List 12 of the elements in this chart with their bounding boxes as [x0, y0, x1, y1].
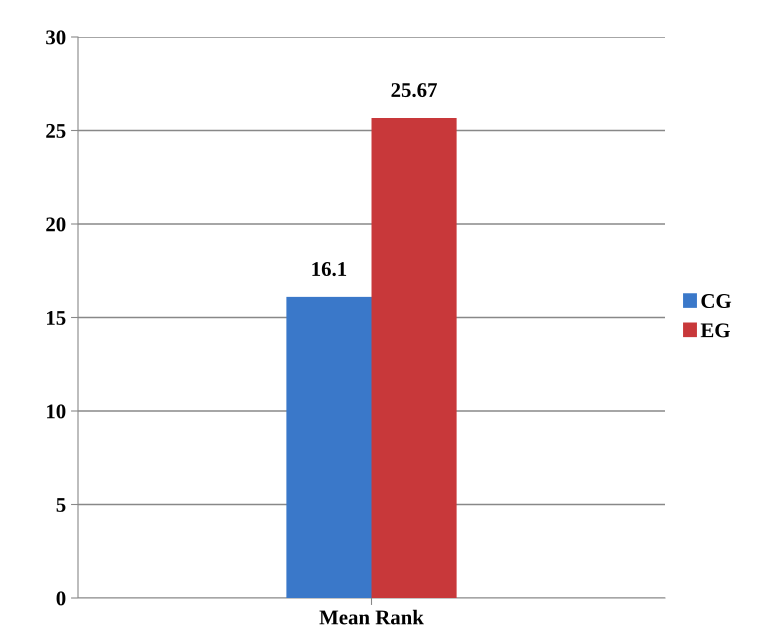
y-tick-label: 15	[47, 310, 66, 325]
legend-label: CG	[701, 294, 732, 308]
data-label: 25.67	[391, 83, 437, 98]
y-tick-label: 20	[46, 217, 66, 232]
y-tick-label: 25	[46, 124, 66, 138]
y-tick-label: 0	[56, 591, 66, 606]
y-tick-label: 30	[46, 30, 66, 44]
y-tick-label: 5	[56, 498, 66, 512]
x-tick-label: Mean Rank	[319, 610, 424, 624]
legend-label: EG	[700, 323, 730, 338]
y-tick-label: 10	[47, 404, 66, 418]
data-label: 16.1	[312, 262, 346, 276]
